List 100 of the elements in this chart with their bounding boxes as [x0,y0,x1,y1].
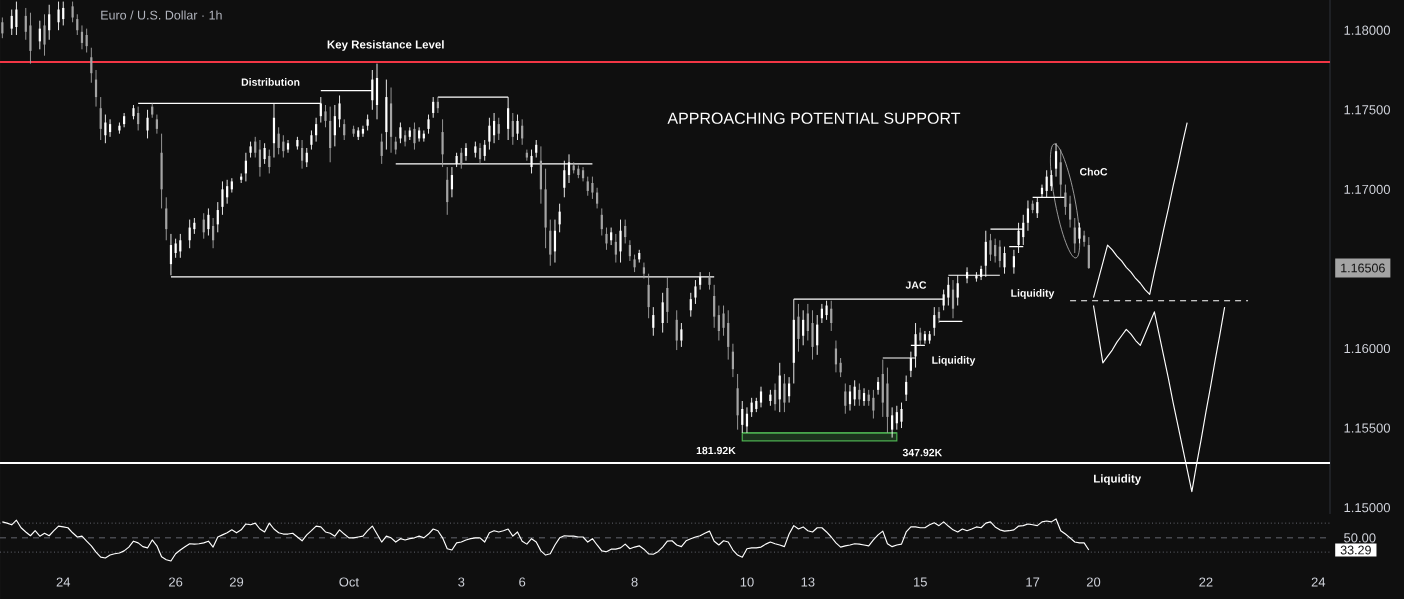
candlestick [722,305,725,337]
candlestick [399,122,402,144]
candlestick [600,208,603,236]
candlestick [427,114,430,135]
candlestick [221,180,224,216]
x-tick-label: 24 [1311,577,1326,587]
candlestick [834,340,838,373]
candlestick [666,276,669,324]
text: Euro / U.S. Dollar · 1h [101,10,222,20]
candlestick [333,104,336,147]
candlestick [713,284,716,329]
candlestick [876,376,880,396]
x-tick-label: 13 [801,577,815,587]
candlestick [759,386,763,408]
candlestick [549,219,552,267]
candlestick [862,387,866,407]
candlestick [605,227,608,251]
candlestick [1068,195,1072,228]
candlestick [48,4,51,41]
candlestick [99,96,102,141]
candlestick [905,375,908,402]
candlestick [207,208,210,236]
candlestick [797,303,800,353]
x-tick-label: 15 [913,577,927,587]
candlestick [951,279,955,319]
x-tick-label: Oct [339,577,359,587]
candlestick [441,118,444,168]
candlestick [563,160,566,198]
annotation: JAC [905,281,927,289]
candlestick [404,130,407,147]
candlestick [488,117,491,151]
text: 50.00 [1344,533,1376,543]
candlestick [1087,236,1090,270]
candlestick [212,217,215,249]
candlestick [652,306,655,337]
candlestick [619,219,622,264]
candlestick [788,376,791,404]
candlestick [933,306,936,337]
candlestick [1059,149,1062,198]
candlestick [891,406,894,439]
candlestick [90,47,93,84]
candlestick [446,166,449,216]
candlestick [1054,142,1058,178]
candlestick [811,309,814,361]
candlestick [497,117,500,141]
candlestick [413,122,416,151]
candlestick [492,112,496,144]
x-tick-label: 29 [229,577,244,587]
candlestick [1026,200,1030,232]
candlestick [1017,222,1020,254]
candlestick [844,383,847,415]
y-tick-label: 1.15000 [1344,503,1391,513]
y-tick-label: 1.17500 [1344,105,1391,115]
candlestick [10,9,13,36]
candlestick [1064,184,1067,216]
text: 1.16506 [1341,263,1385,273]
x-tick-label: 8 [631,577,638,587]
x-tick-label: 22 [1199,577,1213,587]
x-tick-label: 24 [56,577,71,587]
candlestick [123,112,126,128]
annotation: Distribution [241,78,300,86]
candlestick [1078,222,1081,244]
candlestick [310,130,313,151]
y-tick-label: 1.16000 [1344,343,1391,354]
candlestick [741,400,744,434]
y-tick-label: 1.18000 [1344,25,1391,35]
candlestick [806,303,809,341]
candlestick [680,322,683,348]
y-tick-label: 1.17000 [1344,184,1391,194]
candlestick [586,176,589,197]
candlestick [802,309,805,346]
candlestick [338,95,341,128]
candlestick [146,109,149,139]
candlestick [43,13,46,57]
annotation: 181.92K [696,446,736,455]
candlestick [361,125,365,138]
candlestick [694,279,697,305]
annotation: ChoC [1079,167,1108,176]
text: 33.29 [1340,545,1371,555]
x-tick-label: 17 [1026,577,1040,587]
candlestick [717,305,720,341]
candlestick [324,104,327,128]
candlestick [614,233,617,264]
candlestick [727,309,730,361]
candlestick [57,1,60,31]
candlestick [286,139,290,154]
candlestick [174,238,177,259]
candlestick [300,139,304,170]
candlestick [530,149,533,174]
candlestick [516,114,519,141]
x-tick-label: 26 [169,577,183,587]
ref-line-label: Key Resistance Level [327,40,444,51]
candlestick [848,384,852,411]
candlestick [642,262,646,279]
y-tick-label: 1.15500 [1344,423,1391,433]
candlestick [24,7,27,41]
x-tick-label: 10 [740,577,754,587]
candlestick [418,126,421,143]
ref-line-label: Liquidity [1094,474,1142,485]
candlestick [591,176,594,200]
